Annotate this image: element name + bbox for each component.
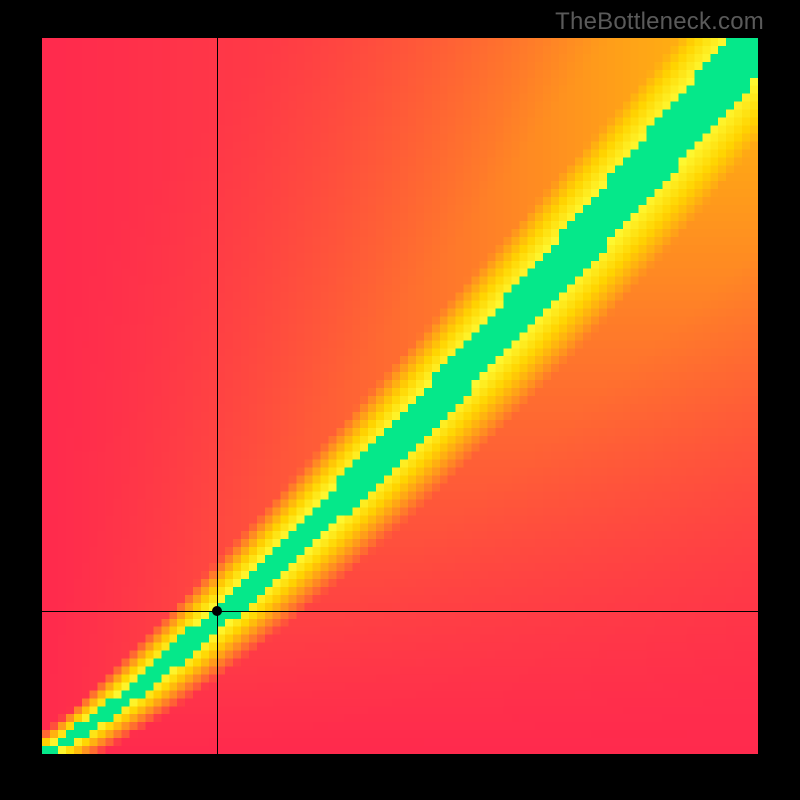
selection-marker[interactable] [212,606,222,616]
heatmap-plot [42,38,758,754]
watermark-text: TheBottleneck.com [555,8,764,36]
crosshair-vertical [217,38,218,754]
heatmap-canvas [42,38,758,754]
crosshair-horizontal [42,611,758,612]
